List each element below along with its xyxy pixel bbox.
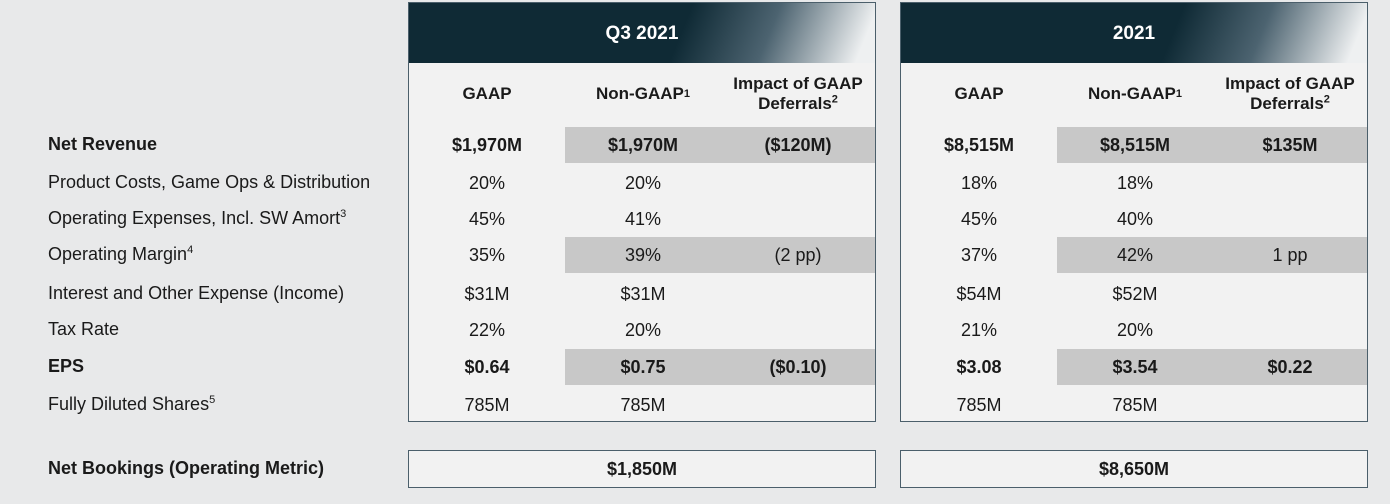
row-shade <box>565 349 721 385</box>
cell: 41% <box>624 209 662 229</box>
row-shade <box>1057 127 1213 163</box>
cell: 1 pp <box>1272 245 1308 265</box>
cell: 35% <box>468 245 506 265</box>
cell: 18% <box>1116 173 1154 193</box>
col-header-impact: Impact of GAAP Deferrals2 <box>733 74 863 113</box>
cell: $0.64 <box>464 357 510 377</box>
cell: 22% <box>468 320 506 340</box>
cell: 20% <box>624 320 662 340</box>
row-shade <box>721 237 875 273</box>
row-label-eps: EPS <box>48 356 85 376</box>
panel-q3-2021: Q3 2021 GAAP $1,970M 20% 45% 35% $31M 22… <box>408 2 876 422</box>
cell: $31M <box>620 284 666 304</box>
cell: ($120M) <box>764 135 832 155</box>
net-bookings-q3-2021: $1,850M <box>408 450 876 488</box>
col-header-non-gaap: Non-GAAP 1 <box>1088 84 1182 103</box>
row-shade <box>565 127 721 163</box>
cell: $54M <box>956 284 1002 304</box>
cell: (2 pp) <box>774 245 822 265</box>
cell: $8,515M <box>1099 135 1171 155</box>
row-label-tax-rate: Tax Rate <box>48 319 120 339</box>
cell: 785M <box>464 395 510 415</box>
cell: 20% <box>624 173 662 193</box>
panel-2021: 2021 GAAP $8,515M 18% 45% 37% $54M 21% $… <box>900 2 1368 422</box>
col-header-gaap: GAAP <box>954 84 1004 103</box>
row-shade <box>1213 237 1367 273</box>
cell: 20% <box>468 173 506 193</box>
cell: $0.22 <box>1267 357 1313 377</box>
col-impact: Impact of GAAP Deferrals2 ($120M) (2 pp) … <box>721 63 875 421</box>
col-header-non-gaap: Non-GAAP 1 <box>596 84 690 103</box>
cell: 20% <box>1116 320 1154 340</box>
cell: 18% <box>960 173 998 193</box>
row-shade <box>721 127 875 163</box>
cell: $31M <box>464 284 510 304</box>
row-shade <box>1057 237 1213 273</box>
period-header: 2021 <box>901 3 1367 63</box>
cell: 37% <box>960 245 998 265</box>
cell: 45% <box>960 209 998 229</box>
row-label-net-revenue: Net Revenue <box>48 134 158 154</box>
col-non-gaap: Non-GAAP 1 $8,515M 18% 40% 42% $52M 20% $… <box>1057 63 1213 421</box>
cell: $8,515M <box>943 135 1015 155</box>
row-label-operating-expenses: Operating Expenses, Incl. SW Amort3 <box>48 208 347 228</box>
cell: 42% <box>1116 245 1154 265</box>
cell: $135M <box>1262 135 1318 155</box>
row-label-diluted-shares: Fully Diluted Shares5 <box>48 394 216 414</box>
col-impact: Impact of GAAP Deferrals2 $135M 1 pp $0.2… <box>1213 63 1367 421</box>
row-shade <box>565 237 721 273</box>
col-header-impact: Impact of GAAP Deferrals2 <box>1225 74 1355 113</box>
row-shade <box>1213 127 1367 163</box>
col-gaap: GAAP $8,515M 18% 45% 37% $54M 21% $3.08 … <box>901 63 1057 421</box>
row-label-operating-margin: Operating Margin4 <box>48 244 194 264</box>
cell: $1,970M <box>451 135 523 155</box>
cell: 785M <box>956 395 1002 415</box>
cell: 785M <box>1112 395 1158 415</box>
cell: 21% <box>960 320 998 340</box>
cell: 785M <box>620 395 666 415</box>
cell: ($0.10) <box>769 357 827 377</box>
row-label-interest-expense: Interest and Other Expense (Income) <box>48 283 345 303</box>
col-non-gaap: Non-GAAP 1 $1,970M 20% 41% 39% $31M 20% $… <box>565 63 721 421</box>
period-header: Q3 2021 <box>409 3 875 63</box>
row-shade <box>1057 349 1213 385</box>
cell: 45% <box>468 209 506 229</box>
row-label-product-costs: Product Costs, Game Ops & Distribution <box>48 172 371 192</box>
col-gaap: GAAP $1,970M 20% 45% 35% $31M 22% $0.64 … <box>409 63 565 421</box>
col-header-gaap: GAAP <box>462 84 512 103</box>
cell: 40% <box>1116 209 1154 229</box>
row-shade <box>721 349 875 385</box>
cell: $1,970M <box>607 135 679 155</box>
row-shade <box>1213 349 1367 385</box>
net-bookings-2021: $8,650M <box>900 450 1368 488</box>
row-label-net-bookings: Net Bookings (Operating Metric) <box>48 458 325 478</box>
cell: 39% <box>624 245 662 265</box>
cell: $3.08 <box>956 357 1002 377</box>
cell: $3.54 <box>1112 357 1158 377</box>
cell: $52M <box>1112 284 1158 304</box>
cell: $0.75 <box>620 357 666 377</box>
